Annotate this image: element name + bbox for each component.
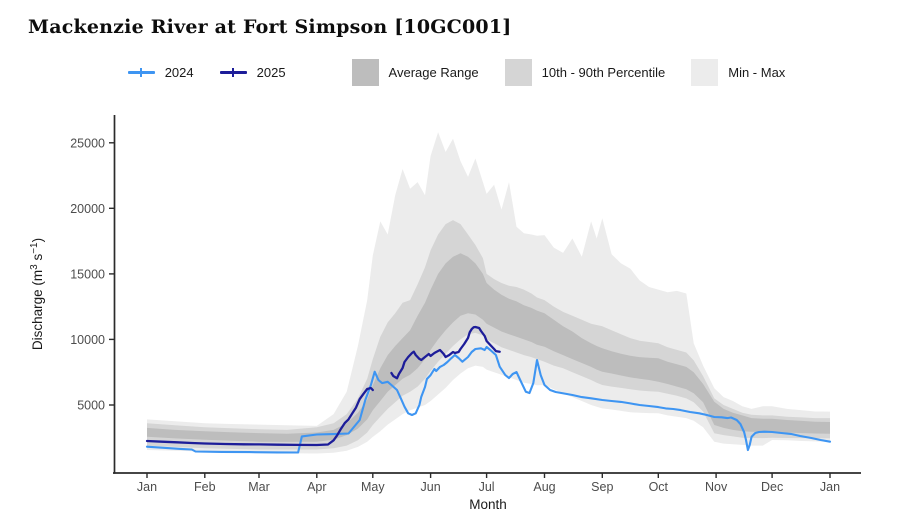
legend-fill-average-range-icon	[351, 58, 379, 86]
x-tick-label: Sep	[591, 480, 613, 494]
x-tick-label: Dec	[761, 480, 783, 494]
legend-fill-10th-90th-percentile-icon	[504, 58, 532, 86]
legend-label-2024: 2024	[164, 64, 194, 80]
x-tick-label: Mar	[248, 480, 270, 494]
x-axis: Jan Feb Mar Apr May Jun Jul Aug Sep Oct Nov Dec Jan M…	[113, 472, 861, 512]
legend-item-10th-90th-percentile: 10th - 90th Percentile	[504, 58, 666, 86]
line-segment-2025	[145, 386, 374, 447]
band-10th-90th-percentile	[147, 220, 830, 450]
x-axis-title: Month	[469, 497, 507, 512]
x-tick-label: Jan	[820, 480, 840, 494]
x-tick-label: May	[361, 480, 385, 494]
x-tick-label: Oct	[649, 480, 669, 494]
x-tick-label: Jun	[421, 480, 441, 494]
legend-label-min-max: Min - Max	[728, 64, 786, 80]
y-axis-title: Discharge (m3 s−1)	[29, 238, 45, 350]
y-tick-label: 10000	[70, 333, 105, 347]
legend-item-average-range: Average Range	[351, 58, 479, 86]
legend-line-2025-icon	[219, 67, 247, 77]
y-tick-label: 20000	[70, 202, 105, 216]
legend-fill-min-max-icon	[691, 58, 719, 86]
legend: 2024 2025 Average Range 10th - 90th Perc…	[0, 56, 913, 88]
y-tick-label: 15000	[70, 267, 105, 281]
chart-title: Mackenzie River at Fort Simpson [10GC001…	[28, 16, 512, 38]
x-tick-label: Jul	[479, 480, 495, 494]
y-tick-label: 5000	[77, 399, 105, 413]
legend-line-tick-icon	[139, 67, 142, 77]
y-tick-label: 25000	[70, 136, 105, 150]
line-2025	[145, 325, 501, 447]
x-tick-label: Apr	[307, 480, 326, 494]
line-segment-2024	[145, 345, 832, 454]
legend-line-tick-icon	[231, 67, 234, 77]
x-tick-label: Feb	[194, 480, 216, 494]
x-tick-label: Jan	[137, 480, 157, 494]
line-2024	[145, 345, 832, 454]
legend-line-2024-icon	[127, 67, 155, 77]
y-axis: 5000 10000 15000 20000 25000 Discharge (m3 s−…	[29, 115, 116, 474]
legend-label-10th-90th-percentile: 10th - 90th Percentile	[541, 64, 666, 80]
line-segment-2025	[390, 325, 501, 380]
legend-item-2024: 2024	[127, 64, 194, 80]
x-tick-label: Nov	[705, 480, 728, 494]
legend-label-average-range: Average Range	[388, 64, 479, 80]
band-average-range	[147, 253, 830, 442]
legend-item-min-max: Min - Max	[691, 58, 786, 86]
x-tick-label: Aug	[533, 480, 555, 494]
legend-label-2025: 2025	[256, 64, 286, 80]
legend-item-2025: 2025	[219, 64, 286, 80]
